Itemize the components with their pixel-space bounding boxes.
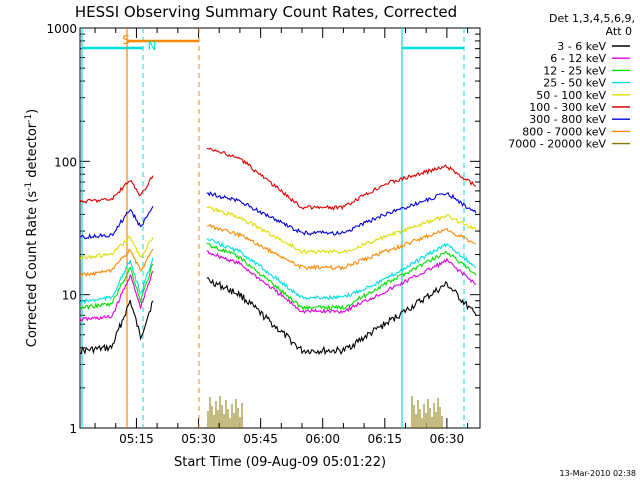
x-tick-label: 06:30	[430, 432, 465, 446]
x-tick-label: 05:45	[243, 432, 278, 446]
legend-header-attenuator: Att 0	[606, 25, 632, 38]
series-line	[79, 248, 154, 278]
series-line	[206, 238, 477, 301]
legend-entry-label: 3 - 6 keV	[557, 40, 606, 53]
y-tick-label: 1000	[46, 22, 77, 36]
series-line	[206, 242, 477, 312]
date-stamp: 13-Mar-2010 02:38	[560, 469, 637, 478]
legend-entry-label: 12 - 25 keV	[543, 64, 606, 77]
legend-entry-label: 300 - 800 keV	[529, 113, 606, 126]
x-axis-label: Start Time (09-Aug-09 05:01:22)	[174, 455, 386, 470]
legend-entry-label: 800 - 7000 keV	[522, 125, 606, 138]
plot-frame	[79, 27, 481, 429]
series-line	[206, 190, 477, 236]
legend-entry-label: 25 - 50 keV	[543, 77, 606, 90]
y-tick-label: 1	[69, 422, 77, 436]
night-flag-label: N	[148, 39, 157, 53]
series-line	[206, 147, 477, 211]
series-layer	[79, 147, 477, 356]
legend-entry-label: 6 - 12 keV	[550, 52, 606, 65]
chart-title: HESSI Observing Summary Count Rates, Cor…	[75, 3, 457, 21]
legend-entry-label: 50 - 100 keV	[536, 89, 606, 102]
series-line	[206, 205, 477, 255]
axis-ticks: 1 10 100 1000 05:15 05:30 05:45 06:00 06:15 06:30	[46, 22, 480, 446]
series-line	[79, 206, 154, 240]
x-tick-label: 06:00	[305, 432, 340, 446]
x-tick-label: 06:15	[367, 432, 402, 446]
x-tick-label: 05:30	[181, 432, 216, 446]
y-tick-label: 100	[54, 155, 77, 169]
series-line	[79, 299, 154, 356]
series-line	[79, 175, 154, 204]
legend-entry-label: 100 - 300 keV	[529, 101, 606, 114]
series-line	[79, 235, 154, 260]
series-line	[79, 263, 154, 310]
series-line	[206, 250, 476, 315]
series-line	[206, 277, 477, 356]
legend-entry-label: 7000 - 20000 keV	[508, 138, 606, 151]
legend-header-detectors: Det 1,3,4,5,6,9,	[549, 12, 635, 25]
saa-flag-label: S	[122, 33, 130, 47]
y-axis-label: Corrected Count Rate (s-1 detector-1)	[24, 109, 40, 347]
x-tick-label: 05:15	[119, 432, 154, 446]
attenuator-marks	[207, 396, 443, 428]
series-line	[206, 223, 477, 271]
y-tick-label: 10	[62, 289, 77, 303]
series-line	[79, 270, 154, 322]
observing-flags	[81, 28, 465, 428]
series-line	[80, 257, 154, 305]
